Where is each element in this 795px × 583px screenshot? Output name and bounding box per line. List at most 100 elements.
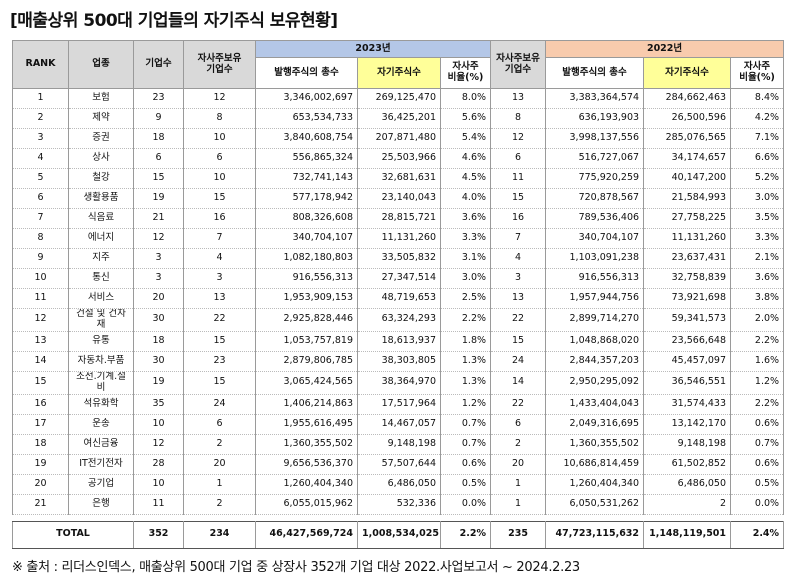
table-cell: 18 bbox=[12, 433, 69, 455]
table-cell: 1,103,091,238 bbox=[545, 248, 645, 269]
table-cell: 73,921,698 bbox=[643, 288, 732, 309]
table-row: 19 IT전기전자 28 20 9,656,536,370 57,507,644 0.6% 2… bbox=[12, 453, 785, 475]
table-cell: 12 bbox=[183, 88, 256, 109]
table-cell: 10 bbox=[133, 413, 184, 435]
table-cell: 4.2% bbox=[730, 108, 785, 129]
table-cell: 2,899,714,270 bbox=[545, 308, 645, 332]
table-cell: 4 bbox=[183, 248, 256, 269]
table-cell: 6,486,050 bbox=[357, 473, 441, 495]
table-cell: 건설 및 건자재 bbox=[68, 308, 134, 332]
table-cell: 5.6% bbox=[439, 108, 492, 129]
table-cell: 2 bbox=[643, 493, 732, 515]
table-row: 13 유통 18 15 1,053,757,819 18,613,937 1.8% 15 1,0… bbox=[12, 330, 785, 352]
title: [매출상위 500대 기업들의 자기주식 보유현황] bbox=[10, 11, 338, 31]
table-cell: 16 bbox=[490, 208, 547, 229]
table-cell: 269,125,470 bbox=[357, 88, 441, 109]
table-cell: 6 bbox=[183, 413, 256, 435]
table-cell: 9,656,536,370 bbox=[255, 453, 358, 475]
table-cell: 1,082,180,803 bbox=[255, 248, 358, 269]
table-cell: 2 bbox=[183, 433, 256, 455]
table-row: 20 공기업 10 1 1,260,404,340 6,486,050 0.5% 1 1,260… bbox=[12, 473, 785, 495]
table-cell: 3,065,424,565 bbox=[255, 370, 358, 395]
table-cell: 22 bbox=[490, 308, 547, 332]
table-cell: 조선.기계.설비 bbox=[68, 370, 134, 395]
table-cell: 653,534,733 bbox=[255, 108, 358, 129]
table-cell: 식음료 bbox=[68, 208, 134, 229]
table-cell: 6 bbox=[183, 148, 256, 169]
total-cell: TOTAL bbox=[12, 520, 134, 549]
total-cell: 234 bbox=[183, 520, 256, 549]
table-cell: 30 bbox=[133, 308, 184, 332]
total-cell: 1,008,534,025 bbox=[357, 520, 441, 549]
table-cell: 916,556,313 bbox=[255, 268, 358, 289]
table-cell: 3.1% bbox=[439, 248, 492, 269]
table-cell: 32,758,839 bbox=[643, 268, 732, 289]
table-cell: 4.6% bbox=[439, 148, 492, 169]
table-cell: 1,953,909,153 bbox=[255, 288, 358, 309]
table-cell: 0.6% bbox=[439, 453, 492, 475]
table-cell: 6 bbox=[12, 188, 69, 209]
table-cell: 18 bbox=[133, 128, 184, 149]
table-cell: 20 bbox=[12, 473, 69, 495]
data-table: RANK 업종 기업수 자사주보유 기업수 2023년 자사주보유 기업수 20… bbox=[12, 40, 785, 549]
table-cell: 20 bbox=[183, 453, 256, 475]
table-cell: 22 bbox=[183, 308, 256, 332]
table-cell: 16 bbox=[183, 208, 256, 229]
table-row: 11 서비스 20 13 1,953,909,153 48,719,653 2.5% 13 1,… bbox=[12, 288, 785, 309]
footer-note: ※ 출처 : 리더스인덱스, 매출상위 500대 기업 중 상장사 352개 기… bbox=[12, 560, 580, 575]
table-row: 6 생활용품 19 15 577,178,942 23,140,043 4.0% 15 720,… bbox=[12, 188, 785, 209]
table-cell: 0.0% bbox=[439, 493, 492, 515]
table-cell: 6,055,015,962 bbox=[255, 493, 358, 515]
table-cell: 10 bbox=[12, 268, 69, 289]
table-cell: 61,502,852 bbox=[643, 453, 732, 475]
table-cell: 21 bbox=[12, 493, 69, 515]
table-cell: 여신금융 bbox=[68, 433, 134, 455]
table-cell: 808,326,608 bbox=[255, 208, 358, 229]
table-cell: 0.6% bbox=[730, 453, 785, 475]
table-row: 16 석유화학 35 24 1,406,214,863 17,517,964 1.2% 22 1… bbox=[12, 393, 785, 415]
total-cell: 47,723,115,632 bbox=[545, 520, 645, 549]
header-cell: 자기주식수 bbox=[643, 57, 732, 89]
table-cell: 556,865,324 bbox=[255, 148, 358, 169]
table-cell: 6 bbox=[133, 148, 184, 169]
total-cell: 2.2% bbox=[439, 520, 492, 549]
table-cell: 통신 bbox=[68, 268, 134, 289]
table-row: 8 에너지 12 7 340,704,107 11,131,260 3.3% 7 340,704… bbox=[12, 228, 785, 249]
table-cell: 636,193,903 bbox=[545, 108, 645, 129]
table-cell: 8 bbox=[12, 228, 69, 249]
table-cell: 2.5% bbox=[439, 288, 492, 309]
table-cell: 유통 bbox=[68, 330, 134, 352]
table-cell: 5 bbox=[12, 168, 69, 189]
table-cell: 45,457,097 bbox=[643, 350, 732, 372]
total-cell: 235 bbox=[490, 520, 547, 549]
table-cell: 증권 bbox=[68, 128, 134, 149]
header-cell: 자사주보유 기업수 bbox=[490, 40, 547, 89]
header-cell: 발행주식의 총수 bbox=[255, 57, 358, 89]
table-cell: 7 bbox=[490, 228, 547, 249]
table-cell: 8.4% bbox=[730, 88, 785, 109]
table-cell: 4.5% bbox=[439, 168, 492, 189]
table-cell: 1 bbox=[183, 473, 256, 495]
table-cell: 26,500,596 bbox=[643, 108, 732, 129]
table-cell: 1,260,404,340 bbox=[255, 473, 358, 495]
table-cell: 2.2% bbox=[730, 393, 785, 415]
table-cell: 생활용품 bbox=[68, 188, 134, 209]
table-cell: 10 bbox=[183, 168, 256, 189]
table-cell: 3.0% bbox=[439, 268, 492, 289]
table-cell: 13 bbox=[490, 88, 547, 109]
table-cell: 14,467,057 bbox=[357, 413, 441, 435]
table-cell: 3.3% bbox=[730, 228, 785, 249]
table-cell: 57,507,644 bbox=[357, 453, 441, 475]
table-cell: 2,925,828,446 bbox=[255, 308, 358, 332]
table-cell: 31,574,433 bbox=[643, 393, 732, 415]
table-cell: 3 bbox=[133, 248, 184, 269]
table-cell: 18 bbox=[133, 330, 184, 352]
table-cell: 4 bbox=[12, 148, 69, 169]
table-cell: 5.2% bbox=[730, 168, 785, 189]
table-cell: 5.4% bbox=[439, 128, 492, 149]
table-cell: 철강 bbox=[68, 168, 134, 189]
table-cell: 20 bbox=[490, 453, 547, 475]
table-cell: 1,406,214,863 bbox=[255, 393, 358, 415]
header-cell: 발행주식의 총수 bbox=[545, 57, 645, 89]
table-cell: 11 bbox=[490, 168, 547, 189]
